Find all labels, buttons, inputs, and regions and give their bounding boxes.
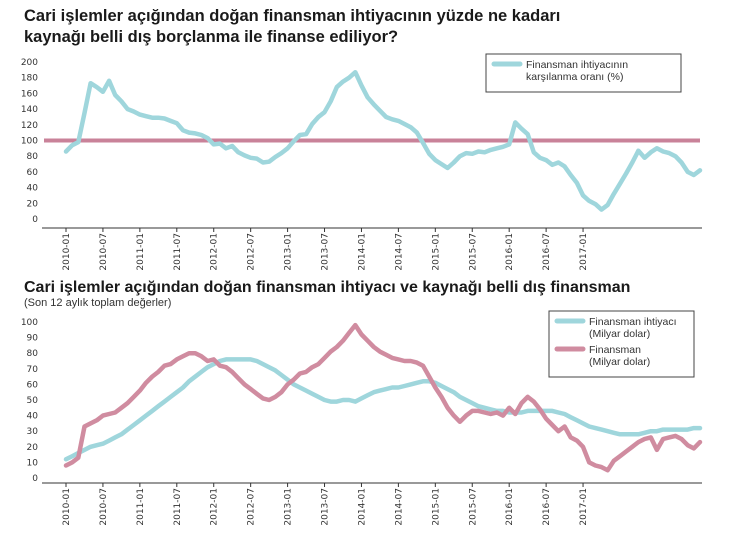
chart1-ytick-label: 100 xyxy=(21,137,38,147)
chart2-xtick-label: 2014-07 xyxy=(394,488,404,526)
chart2-ytick-label: 0 xyxy=(32,474,38,484)
chart1-group: 0 20 40 60 80 100 120 140 160 180 200 2010-01 2010-0… xyxy=(21,53,703,271)
chart1-ytick-label: 160 xyxy=(21,89,38,99)
chart2-ytick-label: 50 xyxy=(27,396,39,406)
chart2-legend-label-2: Finansman xyxy=(589,344,641,356)
chart2-xtick-label: 2010-07 xyxy=(99,488,109,526)
chart2-ytick-label: 30 xyxy=(27,427,39,437)
chart2-ytick-label: 40 xyxy=(27,412,39,422)
chart2-xtick-label: 2013-01 xyxy=(284,488,294,526)
chart1-xtick-label: 2015-01 xyxy=(431,233,441,271)
chart1-ytick-label: 140 xyxy=(21,105,38,115)
chart1-ytick-label: 40 xyxy=(27,184,39,194)
chart2-xtick-label: 2011-07 xyxy=(173,488,183,526)
chart1-ytick-label: 60 xyxy=(27,168,39,178)
chart2-xtick-label: 2016-07 xyxy=(542,488,552,526)
chart2-xtick-label: 2017-01 xyxy=(579,488,589,526)
chart2-ytick-label: 80 xyxy=(27,349,39,359)
chart1-legend-label-1: karşılanma oranı (%) xyxy=(526,71,623,83)
chart2-xtick-label: 2011-01 xyxy=(136,488,146,526)
chart1-xtick-label: 2016-01 xyxy=(505,233,515,271)
chart1-xtick-label: 2012-01 xyxy=(210,233,220,271)
chart1-xtick-label: 2014-07 xyxy=(394,233,404,271)
chart1-xtick-label: 2015-07 xyxy=(468,233,478,271)
chart2-ytick-label: 20 xyxy=(27,443,39,453)
chart2-group: 0 10 20 30 40 50 60 70 80 90 100 2010-01 2010-07 2011… xyxy=(21,310,703,526)
chart2-xtick-label: 2015-07 xyxy=(468,488,478,526)
chart2-xtick-label: 2013-07 xyxy=(321,488,331,526)
chart2-legend-label-2: (Milyar dolar) xyxy=(589,356,650,368)
chart2-xtick-label: 2016-01 xyxy=(505,488,515,526)
chart2-legend-label-1: (Milyar dolar) xyxy=(589,328,650,340)
chart2-ytick-label: 60 xyxy=(27,380,39,390)
chart1-xtick-label: 2012-07 xyxy=(247,233,257,271)
chart1-series-line-1 xyxy=(63,69,703,212)
chart1-legend-label-1: Finansman ihtiyacının xyxy=(526,59,628,71)
chart1-xtick-label: 2014-01 xyxy=(357,233,367,271)
chart2-xtick-label: 2014-01 xyxy=(357,488,367,526)
chart1-xtick-label: 2016-07 xyxy=(542,233,552,271)
chart2-title: Cari işlemler açığından doğan finansman … xyxy=(24,279,631,296)
chart1-legend-box xyxy=(485,53,682,93)
chart2-ytick-label: 70 xyxy=(27,365,39,375)
chart2-subtitle: (Son 12 aylık toplam değerler) xyxy=(24,297,172,309)
chart1-ytick-label: 200 xyxy=(21,58,38,68)
chart1-xtick-label: 2013-07 xyxy=(321,233,331,271)
chart2-ytick-label: 100 xyxy=(21,318,38,328)
chart2-xtick-label: 2015-01 xyxy=(431,488,441,526)
chart1-xtick-label: 2017-01 xyxy=(579,233,589,271)
chart1-ytick-label: 0 xyxy=(32,215,38,225)
chart1-xtick-label: 2011-01 xyxy=(136,233,146,271)
chart2-xtick-label: 2012-07 xyxy=(247,488,257,526)
chart1-ytick-label: 120 xyxy=(21,121,38,131)
chart2-ytick-label: 90 xyxy=(27,334,39,344)
chart1-xtick-label: 2010-07 xyxy=(99,233,109,271)
chart2-xtick-label: 2012-01 xyxy=(210,488,220,526)
chart1-ytick-label: 20 xyxy=(27,199,39,209)
chart2-xtick-label: 2010-01 xyxy=(62,488,72,526)
chart1-title: Cari işlemler açığından doğan finansman … xyxy=(24,7,561,46)
chart1-xtick-label: 2011-07 xyxy=(173,233,183,271)
chart1-ytick-label: 80 xyxy=(27,152,39,162)
chart1-ytick-label: 180 xyxy=(21,74,38,84)
chart2-ytick-label: 10 xyxy=(27,458,39,468)
chart1-xtick-label: 2010-01 xyxy=(62,233,72,271)
chart2-legend-label-1: Finansman ihtiyacı xyxy=(589,316,677,328)
chart2-series-line-1 xyxy=(63,357,703,462)
chart1-xtick-label: 2013-01 xyxy=(284,233,294,271)
chart2-series-line-2 xyxy=(63,322,703,473)
